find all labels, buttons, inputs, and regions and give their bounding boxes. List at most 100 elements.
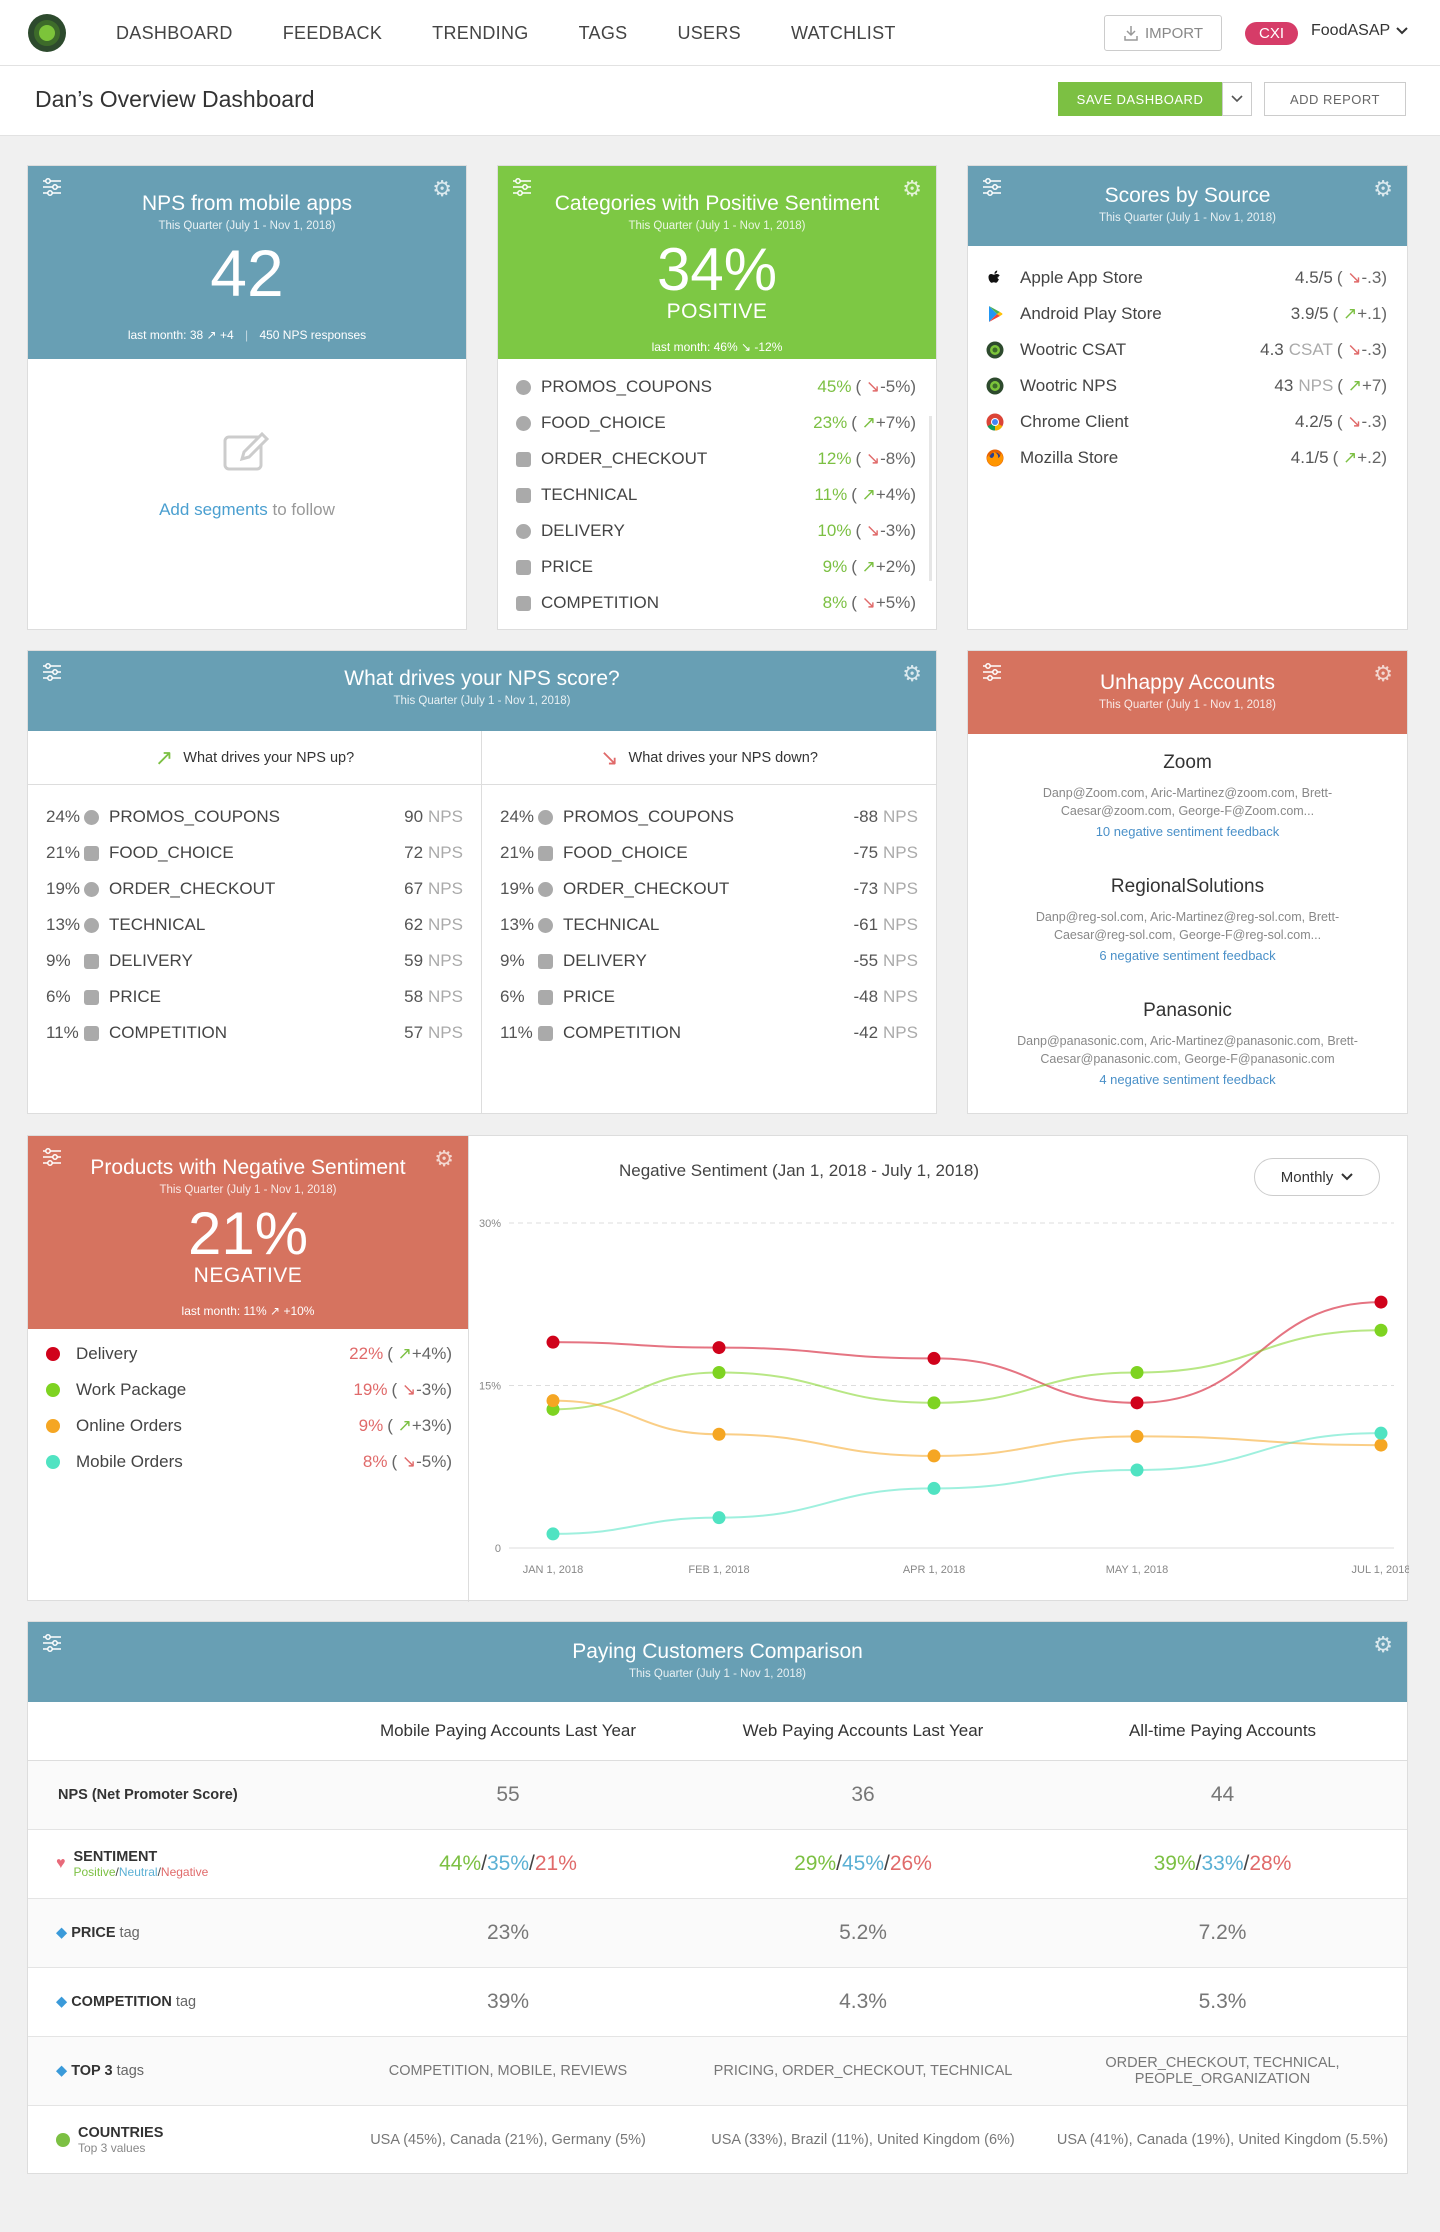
positive-label: POSITIVE	[666, 300, 768, 323]
period-select[interactable]: Monthly	[1254, 1158, 1380, 1196]
data-point[interactable]	[1374, 1295, 1388, 1309]
trend-up-icon: ↗	[861, 485, 876, 504]
data-point[interactable]	[546, 1527, 560, 1541]
nav-trending[interactable]: TRENDING	[432, 22, 529, 43]
nav-feedback[interactable]: FEEDBACK	[282, 22, 383, 43]
driver-row[interactable]: 13% TECHNICAL -61 NPS	[500, 907, 918, 943]
driver-row[interactable]: 19% ORDER_CHECKOUT 67 NPS	[46, 871, 463, 907]
product-row[interactable]: Online Orders 9%( ↗+3%)	[46, 1408, 452, 1444]
filter-icon[interactable]	[42, 1148, 62, 1166]
data-point[interactable]	[712, 1511, 726, 1525]
category-row[interactable]: DELIVERY 10%( ↘-3%)	[516, 513, 916, 549]
filter-icon[interactable]	[982, 178, 1002, 196]
product-row[interactable]: Delivery 22%( ↗+4%)	[46, 1336, 452, 1372]
filter-icon[interactable]	[42, 178, 62, 196]
source-row[interactable]: Wootric CSAT 4.3 CSAT( ↘-.3)	[986, 332, 1387, 368]
data-point[interactable]	[1130, 1366, 1144, 1379]
category-row[interactable]: PROMOS_COUPONS 45%( ↘-5%)	[516, 369, 916, 405]
data-point[interactable]	[1130, 1429, 1144, 1443]
driver-name: TECHNICAL	[109, 915, 206, 934]
delta: +10%	[283, 1304, 315, 1318]
category-row[interactable]: FOOD_CHOICE 23%( ↗+7%)	[516, 405, 916, 441]
driver-row[interactable]: 6% PRICE 58 NPS	[46, 979, 463, 1015]
sentiment-legend: Positive/Neutral/Negative	[73, 1864, 209, 1879]
filter-icon[interactable]	[42, 1634, 62, 1652]
source-row[interactable]: Android Play Store 3.9/5( ↗+.1)	[986, 296, 1387, 332]
app-logo[interactable]	[28, 14, 66, 52]
category-row[interactable]: COMPETITION 8%( ↘+5%)	[516, 585, 916, 621]
account-item[interactable]: RegionalSolutions Danp@reg-sol.com, Aric-…	[968, 876, 1407, 1000]
driver-row[interactable]: 21% FOOD_CHOICE 72 NPS	[46, 835, 463, 871]
wootric-icon	[986, 341, 1004, 359]
driver-row[interactable]: 19% ORDER_CHECKOUT -73 NPS	[500, 871, 918, 907]
driver-row[interactable]: 9% DELIVERY -55 NPS	[500, 943, 918, 979]
account-feedback-link[interactable]: 6 negative sentiment feedback	[1099, 948, 1276, 963]
gear-icon[interactable]: ⚙	[434, 1146, 454, 1171]
import-button[interactable]: IMPORT	[1104, 15, 1222, 51]
data-point[interactable]	[1374, 1438, 1388, 1452]
tag-icon	[516, 487, 531, 503]
driver-row[interactable]: 13% TECHNICAL 62 NPS	[46, 907, 463, 943]
driver-row[interactable]: 24% PROMOS_COUPONS -88 NPS	[500, 799, 918, 835]
sources-header: ⚙ Scores by Source This Quarter (July 1 …	[968, 166, 1407, 246]
gear-icon[interactable]: ⚙	[902, 176, 922, 201]
data-point[interactable]	[712, 1427, 726, 1441]
category-row[interactable]: PRICE 9%( ↗+2%)	[516, 549, 916, 585]
save-dashboard-button[interactable]: SAVE DASHBOARD	[1058, 82, 1222, 116]
source-row[interactable]: Mozilla Store 4.1/5( ↗+.2)	[986, 440, 1387, 476]
product-pct: 8%	[362, 1452, 388, 1471]
source-row[interactable]: Apple App Store 4.5/5( ↘-.3)	[986, 260, 1387, 296]
driver-pct: 21%	[46, 843, 81, 862]
source-row[interactable]: Wootric NPS 43 NPS( ↗+7)	[986, 368, 1387, 404]
data-point[interactable]	[927, 1351, 941, 1365]
account-feedback-link[interactable]: 4 negative sentiment feedback	[1099, 1072, 1276, 1087]
gear-icon[interactable]: ⚙	[1373, 661, 1393, 686]
nav-users[interactable]: USERS	[677, 22, 741, 43]
add-segments-link[interactable]: Add segments	[159, 500, 268, 519]
driver-row[interactable]: 6% PRICE -48 NPS	[500, 979, 918, 1015]
filter-icon[interactable]	[982, 663, 1002, 681]
data-point[interactable]	[546, 1394, 560, 1408]
gear-icon[interactable]: ⚙	[1373, 176, 1393, 201]
save-options-button[interactable]	[1222, 82, 1252, 116]
driver-row[interactable]: 24% PROMOS_COUPONS 90 NPS	[46, 799, 463, 835]
gear-icon[interactable]: ⚙	[902, 661, 922, 686]
data-point[interactable]	[927, 1481, 941, 1495]
data-point[interactable]	[927, 1396, 941, 1410]
nav-tags[interactable]: TAGS	[578, 22, 628, 43]
tag-icon: ◆	[56, 1993, 68, 2010]
driver-row[interactable]: 11% COMPETITION -42 NPS	[500, 1015, 918, 1051]
filter-icon[interactable]	[42, 663, 62, 681]
gear-icon[interactable]: ⚙	[432, 176, 452, 201]
driver-row[interactable]: 21% FOOD_CHOICE -75 NPS	[500, 835, 918, 871]
last-month-summary: last month: 11% ↗ +10%	[28, 1304, 468, 1318]
cxi-badge[interactable]: CXI	[1245, 22, 1299, 45]
competition-cell: 4.3%	[839, 1989, 887, 2013]
driver-row[interactable]: 9% DELIVERY 59 NPS	[46, 943, 463, 979]
account-item[interactable]: Panasonic Danp@panasonic.com, Aric-Martin…	[968, 1000, 1407, 1124]
category-row[interactable]: ORDER_CHECKOUT 12%( ↘-8%)	[516, 441, 916, 477]
data-point[interactable]	[927, 1449, 941, 1463]
nav-watchlist[interactable]: WATCHLIST	[790, 22, 896, 43]
nav-dashboard[interactable]: DASHBOARD	[116, 22, 233, 43]
source-row[interactable]: Chrome Client 4.2/5( ↘-.3)	[986, 404, 1387, 440]
account-item[interactable]: Zoom Danp@Zoom.com, Aric-Martinez@zoom.co…	[968, 752, 1407, 876]
heart-icon: ♥	[56, 1854, 66, 1872]
filter-icon[interactable]	[512, 178, 532, 196]
account-feedback-link[interactable]: 10 negative sentiment feedback	[1095, 824, 1280, 839]
product-row[interactable]: Work Package 19%( ↘-3%)	[46, 1372, 452, 1408]
account-switcher[interactable]: FoodASAP	[1311, 22, 1408, 40]
data-point[interactable]	[546, 1335, 560, 1349]
gear-icon[interactable]: ⚙	[1373, 1632, 1393, 1657]
product-row[interactable]: Mobile Orders 8%( ↘-5%)	[46, 1444, 452, 1480]
data-point[interactable]	[1374, 1426, 1388, 1440]
add-report-button[interactable]: ADD REPORT	[1264, 82, 1406, 116]
data-point[interactable]	[712, 1366, 726, 1379]
data-point[interactable]	[1130, 1463, 1144, 1477]
driver-row[interactable]: 11% COMPETITION 57 NPS	[46, 1015, 463, 1051]
data-point[interactable]	[1374, 1323, 1388, 1337]
data-point[interactable]	[712, 1341, 726, 1355]
scrollbar[interactable]	[929, 416, 932, 581]
category-row[interactable]: TECHNICAL 11%( ↗+4%)	[516, 477, 916, 513]
data-point[interactable]	[1130, 1396, 1144, 1410]
